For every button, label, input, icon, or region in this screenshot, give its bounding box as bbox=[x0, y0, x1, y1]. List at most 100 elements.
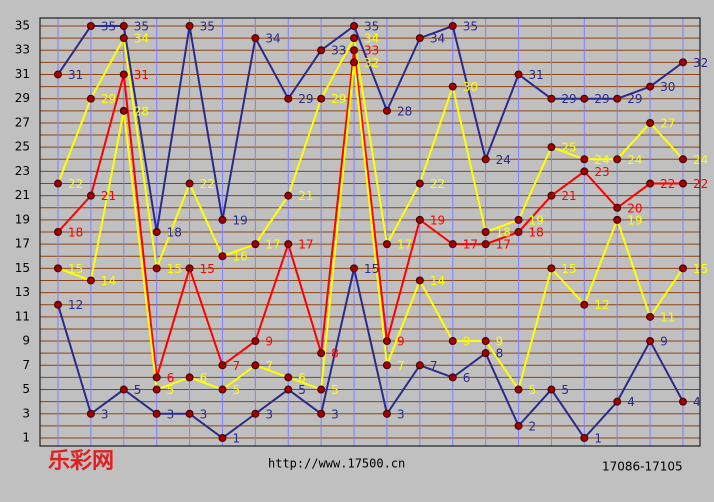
value-label: 24 bbox=[693, 153, 708, 167]
value-label: 30 bbox=[463, 80, 478, 94]
point bbox=[646, 337, 655, 346]
point bbox=[679, 264, 687, 273]
point bbox=[613, 215, 622, 224]
point bbox=[580, 155, 589, 164]
point bbox=[382, 409, 391, 418]
value-label: 19 bbox=[430, 213, 445, 227]
value-label: 32 bbox=[364, 56, 379, 70]
value-label: 19 bbox=[232, 213, 247, 227]
value-label: 5 bbox=[167, 383, 175, 397]
point bbox=[415, 361, 424, 370]
value-label: 17 bbox=[298, 238, 313, 252]
value-label: 7 bbox=[397, 359, 405, 373]
value-label: 5 bbox=[232, 383, 240, 397]
value-label: 4 bbox=[693, 395, 701, 409]
value-label: 29 bbox=[298, 92, 313, 106]
y-tick-label: 27 bbox=[15, 115, 30, 129]
series-line bbox=[57, 268, 684, 440]
y-tick-label: 1 bbox=[22, 431, 30, 445]
value-label: 33 bbox=[364, 44, 379, 58]
value-label: 2 bbox=[529, 419, 537, 433]
point bbox=[86, 22, 95, 30]
value-label: 3 bbox=[200, 407, 208, 421]
y-tick-label: 35 bbox=[15, 19, 30, 33]
point bbox=[382, 337, 391, 346]
point bbox=[415, 34, 424, 43]
value-label: 21 bbox=[101, 189, 116, 203]
value-label: 6 bbox=[298, 371, 306, 385]
value-label: 1 bbox=[594, 432, 602, 446]
point bbox=[152, 373, 161, 382]
value-label: 35 bbox=[463, 20, 478, 34]
point bbox=[547, 191, 556, 200]
point bbox=[119, 106, 128, 115]
y-tick-label: 15 bbox=[15, 261, 30, 275]
point bbox=[317, 349, 326, 358]
value-label: 15 bbox=[561, 262, 576, 276]
value-label: 21 bbox=[298, 189, 313, 203]
point bbox=[54, 264, 62, 273]
value-label: 19 bbox=[627, 213, 642, 227]
point bbox=[185, 264, 194, 273]
value-label: 34 bbox=[364, 32, 379, 46]
point bbox=[350, 58, 359, 67]
value-label: 14 bbox=[101, 274, 116, 288]
point bbox=[514, 215, 523, 224]
point bbox=[679, 179, 687, 188]
point bbox=[514, 228, 523, 236]
value-label: 35 bbox=[200, 20, 215, 34]
value-label: 15 bbox=[693, 262, 708, 276]
value-label: 17 bbox=[397, 238, 412, 252]
value-label: 29 bbox=[594, 92, 609, 106]
point bbox=[481, 155, 490, 164]
point bbox=[119, 70, 128, 79]
point bbox=[382, 106, 391, 115]
value-label: 5 bbox=[561, 383, 569, 397]
value-label: 22 bbox=[200, 177, 215, 191]
point bbox=[218, 361, 227, 370]
point bbox=[481, 240, 490, 249]
y-tick-label: 33 bbox=[15, 43, 30, 57]
value-label: 34 bbox=[134, 32, 149, 46]
point bbox=[54, 300, 62, 309]
value-label: 29 bbox=[331, 92, 346, 106]
point bbox=[350, 22, 359, 30]
y-tick-label: 17 bbox=[15, 237, 30, 251]
point bbox=[514, 385, 523, 394]
point bbox=[514, 70, 523, 79]
value-label: 12 bbox=[594, 298, 609, 312]
value-label: 3 bbox=[167, 407, 175, 421]
series-line bbox=[57, 34, 684, 273]
value-label: 5 bbox=[529, 383, 537, 397]
value-label: 5 bbox=[331, 383, 339, 397]
point bbox=[580, 167, 589, 176]
value-label: 3 bbox=[265, 407, 273, 421]
point bbox=[251, 409, 260, 418]
value-label: 16 bbox=[232, 250, 247, 264]
point bbox=[350, 34, 359, 43]
point bbox=[251, 240, 260, 249]
point bbox=[185, 179, 194, 188]
value-label: 6 bbox=[463, 371, 471, 385]
value-label: 8 bbox=[496, 347, 504, 361]
point bbox=[152, 228, 161, 236]
value-label: 29 bbox=[101, 92, 116, 106]
point bbox=[86, 191, 95, 200]
value-label: 31 bbox=[68, 68, 83, 82]
value-label: 28 bbox=[134, 104, 149, 118]
value-label: 7 bbox=[430, 359, 438, 373]
point bbox=[613, 155, 622, 164]
point bbox=[119, 385, 128, 394]
value-label: 4 bbox=[627, 395, 635, 409]
point bbox=[86, 409, 95, 418]
point bbox=[481, 349, 490, 358]
value-label: 3 bbox=[331, 407, 339, 421]
point bbox=[448, 22, 457, 30]
point bbox=[350, 46, 359, 55]
point bbox=[415, 179, 424, 188]
point bbox=[646, 312, 655, 321]
value-label: 34 bbox=[430, 32, 445, 46]
point bbox=[317, 385, 326, 394]
y-tick-label: 3 bbox=[22, 406, 30, 420]
